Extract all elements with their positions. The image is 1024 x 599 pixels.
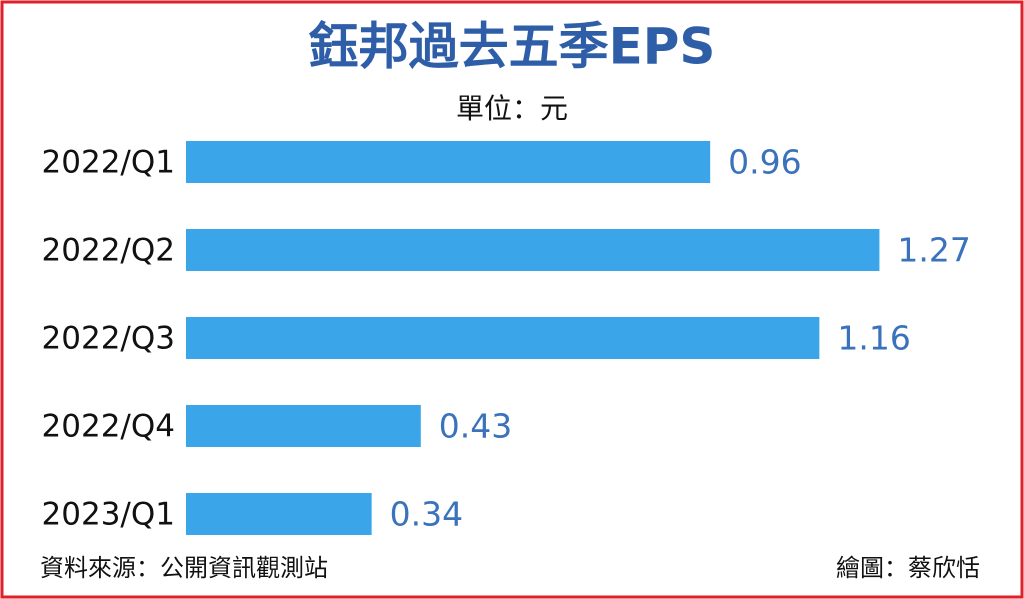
value-label: 1.27 — [897, 231, 970, 270]
bar — [186, 317, 820, 359]
bar — [186, 493, 372, 535]
value-label: 0.96 — [728, 143, 801, 182]
source-note: 資料來源：公開資訊觀測站 — [40, 554, 328, 582]
credit-note: 繪圖：蔡欣恬 — [836, 554, 980, 582]
y-tick-label: 2022/Q2 — [42, 233, 175, 269]
y-tick-label: 2022/Q4 — [42, 409, 175, 445]
y-tick-label: 2023/Q1 — [42, 497, 175, 533]
chart-subtitle: 單位：元 — [456, 92, 568, 125]
bar — [186, 141, 711, 183]
value-label: 1.16 — [837, 319, 910, 358]
value-label: 0.34 — [390, 495, 463, 534]
chart-title: 鈺邦過去五季EPS — [309, 18, 716, 76]
bar — [186, 229, 880, 271]
y-tick-label: 2022/Q1 — [42, 145, 175, 181]
value-label: 0.43 — [439, 407, 512, 446]
bar — [186, 405, 421, 447]
y-tick-label: 2022/Q3 — [42, 321, 175, 357]
